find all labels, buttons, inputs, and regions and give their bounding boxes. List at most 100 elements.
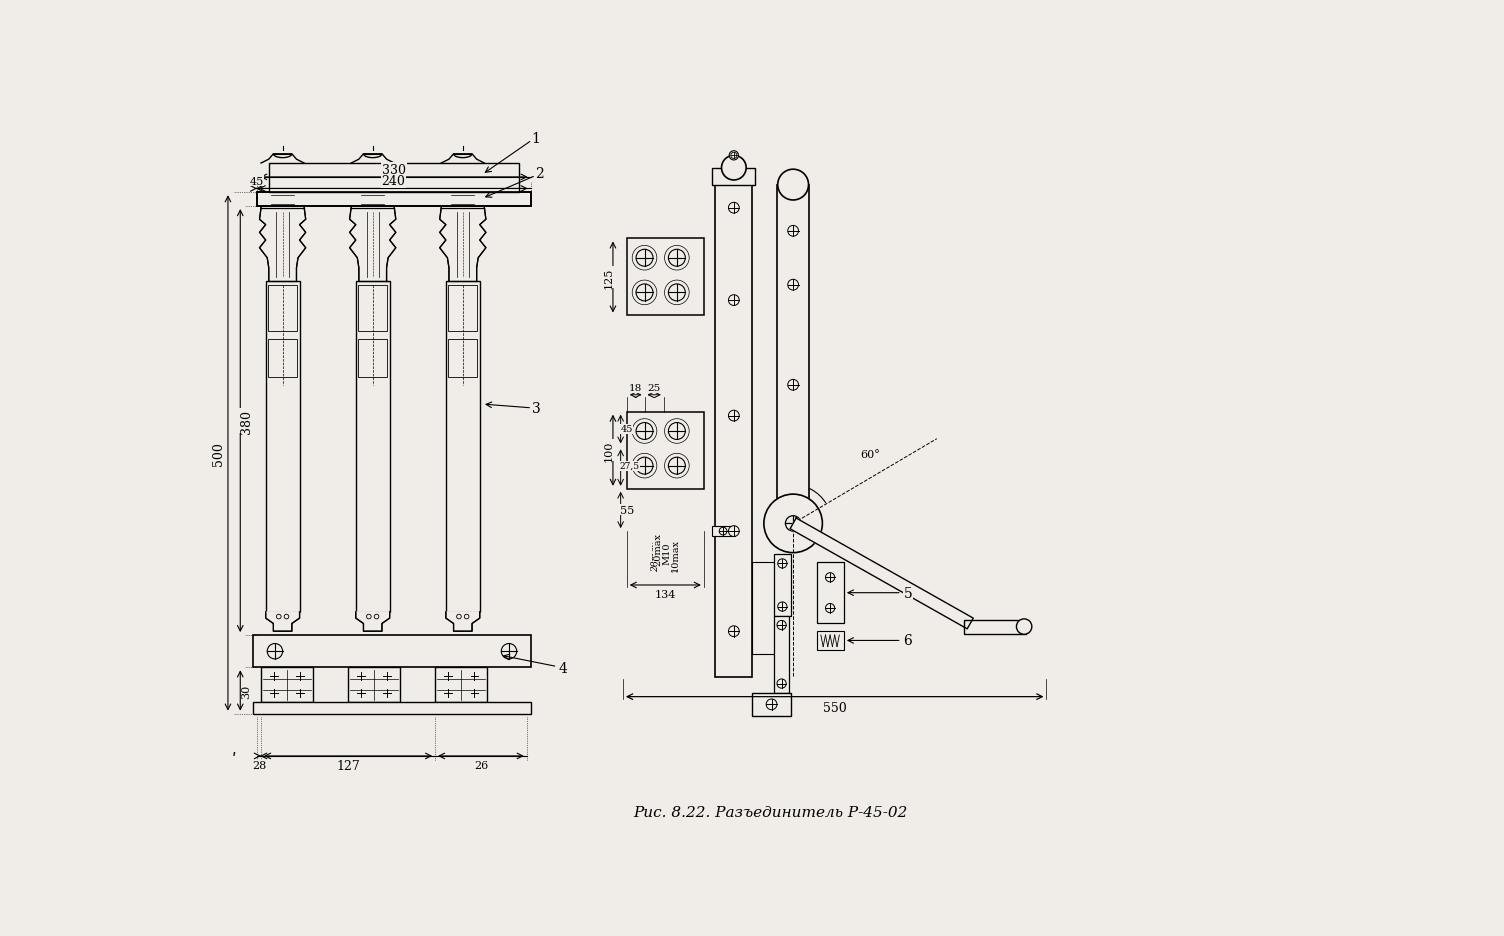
Circle shape	[728, 203, 740, 213]
Text: 500: 500	[212, 442, 226, 465]
Text: 10max: 10max	[671, 538, 680, 571]
Circle shape	[636, 250, 653, 267]
Text: 6: 6	[904, 634, 913, 648]
Circle shape	[788, 227, 799, 237]
Text: 127: 127	[337, 759, 359, 772]
Bar	[268, 339, 298, 378]
Text: 3: 3	[531, 402, 540, 416]
Text: 4: 4	[558, 662, 567, 676]
Circle shape	[788, 380, 799, 390]
Bar	[358, 285, 388, 331]
Circle shape	[719, 528, 726, 535]
Bar	[775, 555, 791, 616]
Text: ʹ: ʹ	[232, 752, 236, 768]
Circle shape	[632, 281, 657, 305]
Polygon shape	[266, 612, 299, 632]
Bar	[716, 185, 752, 678]
Circle shape	[636, 423, 653, 440]
Bar	[817, 632, 844, 651]
Circle shape	[729, 152, 738, 161]
Circle shape	[728, 626, 740, 636]
Circle shape	[277, 615, 281, 620]
Text: М10: М10	[662, 542, 671, 564]
Text: 330: 330	[382, 164, 406, 177]
Bar	[448, 339, 477, 378]
Circle shape	[668, 250, 686, 267]
Circle shape	[284, 615, 289, 620]
Circle shape	[778, 621, 787, 630]
Text: М10: М10	[660, 541, 669, 562]
Circle shape	[501, 644, 517, 659]
Text: 240: 240	[381, 175, 405, 188]
Bar	[964, 620, 1026, 634]
Polygon shape	[349, 209, 396, 282]
Text: 55: 55	[620, 505, 633, 515]
Circle shape	[778, 170, 809, 201]
Bar	[257, 193, 531, 207]
Circle shape	[764, 494, 823, 553]
Text: 28: 28	[253, 760, 266, 770]
Text: 550: 550	[823, 701, 847, 714]
Bar	[266, 282, 299, 612]
Circle shape	[636, 458, 653, 475]
Circle shape	[632, 454, 657, 478]
Circle shape	[728, 526, 740, 537]
Text: 380: 380	[241, 409, 253, 433]
Text: 20max: 20max	[653, 532, 662, 565]
Text: 26: 26	[474, 760, 487, 770]
Text: 25: 25	[647, 384, 660, 393]
Polygon shape	[260, 209, 305, 282]
Circle shape	[788, 280, 799, 291]
Circle shape	[374, 615, 379, 620]
Bar	[713, 168, 755, 185]
Bar	[752, 563, 776, 654]
Text: 20max: 20max	[651, 541, 660, 571]
Text: 45: 45	[250, 177, 263, 186]
Polygon shape	[790, 519, 973, 629]
Circle shape	[367, 615, 371, 620]
Bar	[269, 164, 519, 193]
Text: 125: 125	[605, 267, 614, 288]
Text: 5: 5	[904, 586, 913, 600]
Bar	[253, 702, 531, 714]
Circle shape	[665, 419, 689, 444]
Bar	[752, 693, 791, 716]
Text: 2: 2	[535, 167, 544, 181]
Text: 30: 30	[242, 683, 251, 698]
Circle shape	[785, 516, 800, 532]
Circle shape	[766, 699, 778, 710]
Circle shape	[665, 246, 689, 271]
Circle shape	[668, 458, 686, 475]
Bar	[627, 240, 704, 316]
Circle shape	[665, 454, 689, 478]
Bar	[356, 282, 390, 612]
Polygon shape	[356, 612, 390, 632]
Circle shape	[826, 604, 835, 613]
Circle shape	[668, 285, 686, 301]
Polygon shape	[439, 209, 486, 282]
Bar	[347, 667, 400, 702]
Bar	[448, 285, 477, 331]
Bar	[358, 339, 388, 378]
Circle shape	[778, 559, 787, 568]
Bar	[778, 185, 809, 524]
Circle shape	[826, 573, 835, 582]
Text: 1: 1	[531, 131, 540, 145]
Circle shape	[778, 680, 787, 689]
Circle shape	[731, 154, 737, 159]
Bar	[817, 563, 844, 623]
Bar	[262, 667, 313, 702]
Circle shape	[665, 281, 689, 305]
Bar	[435, 667, 487, 702]
Circle shape	[465, 615, 469, 620]
Text: 27,5: 27,5	[620, 461, 641, 471]
Text: 18: 18	[629, 384, 642, 393]
Text: Рис. 8.22. Разъединитель Р-45-02: Рис. 8.22. Разъединитель Р-45-02	[633, 805, 908, 819]
Circle shape	[722, 156, 746, 181]
Text: 134: 134	[654, 590, 675, 600]
Text: 45: 45	[621, 425, 633, 433]
Bar	[445, 282, 480, 612]
Bar	[268, 285, 298, 331]
Circle shape	[728, 296, 740, 306]
Text: 100: 100	[605, 440, 614, 461]
